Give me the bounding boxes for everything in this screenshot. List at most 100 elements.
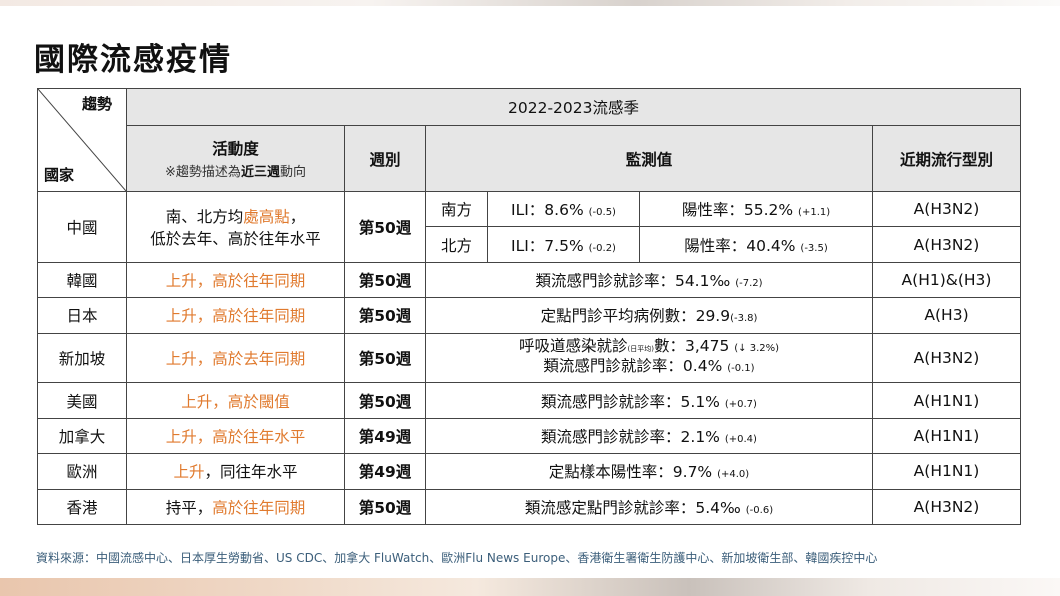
table-row-canada: 加拿大 上升，高於往年水平 第49週 類流感門診就診率：2.1% (+0.4) … (37, 417, 1022, 455)
activity-cell: 上升，高於往年水平 (126, 417, 345, 455)
surveillance-value: 定點樣本陽性率：9.7% (548, 463, 713, 482)
positivity-cell: 陽性率：40.4% (-3.5) (639, 226, 873, 263)
strain-cell: A(H1N1) (871, 453, 1022, 490)
activity-cell: 上升，高於去年同期 (126, 332, 345, 384)
sg-line2-change: (-0.1) (727, 363, 755, 375)
positivity-value: 陽性率：55.2% (681, 201, 794, 220)
header-country: 國家 (44, 166, 75, 184)
week-cell: 第50週 (344, 191, 426, 263)
table-row-usa: 美國 上升，高於閾值 第50週 類流感門診就診率：5.1% (+0.7) A(H… (37, 382, 1022, 419)
note-pre: ※趨勢描述為 (165, 165, 241, 181)
activity-highlight: 處高點 (243, 207, 290, 226)
corner-header: 趨勢 國家 (37, 88, 127, 192)
country-cell: 加拿大 (37, 417, 127, 455)
activity-line2: 低於去年、高於往年水平 (150, 229, 321, 248)
sg-line1-value: 數：3,475 (653, 337, 730, 356)
surveillance-change: (-3.8) (730, 313, 758, 325)
header-week: 週別 (344, 125, 426, 192)
ili-cell: ILI：8.6% (-0.5) (487, 190, 640, 228)
flu-table: 趨勢 國家 2022-2023流感季 活動度 ※趨勢描述為近三週動向 週別 監測… (37, 87, 1022, 526)
surveillance-change: (+0.7) (724, 398, 757, 410)
region-cell: 南方 (425, 190, 488, 228)
table-row-singapore: 新加坡 上升，高於去年同期 第50週 呼吸道感染就診(日平均)數：3,475 (… (37, 332, 1022, 384)
header-season: 2022-2023流感季 (125, 87, 1022, 127)
top-decor-band (0, 0, 1060, 6)
week-cell: 第50週 (344, 382, 426, 419)
country-cell: 香港 (37, 488, 127, 526)
table-row-china-north: 北方 ILI：7.5% (-0.2) 陽性率：40.4% (-3.5) A(H3… (38, 226, 1022, 263)
table-row-japan: 日本 上升，高於往年同期 第50週 定點門診平均病例數：29.9(-3.8) A… (37, 297, 1022, 334)
diagonal-line (38, 89, 126, 191)
activity-cell: 上升，高於往年同期 (126, 261, 345, 299)
week-cell: 第50週 (344, 488, 426, 526)
surveillance-cell: 呼吸道感染就診(日平均)數：3,475 (↓ 3.2%) 類流感門診就診率：0.… (425, 332, 873, 384)
week-cell: 第49週 (344, 417, 426, 455)
ili-cell: ILI：7.5% (-0.2) (487, 226, 640, 263)
surveillance-value: 類流感門診就診率：54.1‰ (535, 271, 731, 290)
note-bold: 近三週 (240, 165, 280, 181)
table-row-korea: 韓國 上升，高於往年同期 第50週 類流感門診就診率：54.1‰ (-7.2) … (37, 261, 1022, 299)
header-strain: 近期流行型別 (871, 125, 1022, 192)
week-cell: 第49週 (344, 453, 426, 490)
strain-cell: A(H1N1) (871, 382, 1022, 419)
activity-pre: 南、北方均 (165, 207, 244, 226)
surveillance-change: (+4.0) (717, 469, 750, 481)
week-cell: 第50週 (344, 332, 426, 384)
surveillance-value: 類流感門診就診率：5.1% (541, 392, 720, 411)
surveillance-change: (+0.4) (724, 434, 757, 445)
ili-value: ILI：8.6% (511, 201, 584, 220)
surveillance-cell: 定點樣本陽性率：9.7% (+4.0) (425, 453, 873, 490)
header-activity: 活動度 ※趨勢描述為近三週動向 (126, 125, 345, 192)
activity-highlight: 高於往年同期 (212, 498, 306, 517)
country-cell: 新加坡 (37, 332, 127, 384)
strain-cell: A(H3N2) (871, 332, 1022, 384)
bottom-decor-band (0, 578, 1060, 596)
table-row-europe: 歐洲 上升，同往年水平 第49週 定點樣本陽性率：9.7% (+4.0) A(H… (37, 453, 1022, 490)
sg-line1-tiny: (日平均) (627, 345, 654, 354)
strain-cell: A(H3N2) (871, 488, 1022, 526)
activity-highlight: 上升 (173, 463, 205, 482)
surveillance-value: 定點門診平均病例數：29.9 (540, 307, 731, 326)
week-cell: 第50週 (344, 261, 426, 299)
surveillance-cell: 類流感門診就診率：5.1% (+0.7) (425, 382, 873, 419)
country-cell: 日本 (37, 297, 127, 334)
country-cell: 美國 (37, 382, 127, 419)
surveillance-cell: 類流感門診就診率：54.1‰ (-7.2) (425, 261, 873, 299)
surveillance-cell: 定點門診平均病例數：29.9(-3.8) (425, 297, 873, 334)
ili-change: (-0.5) (588, 207, 616, 219)
surveillance-change: (-7.2) (735, 277, 763, 289)
surveillance-cell: 類流感門診就診率：2.1% (+0.4) (425, 417, 873, 455)
page-title: 國際流感疫情 (34, 42, 232, 78)
strain-cell: A(H3) (871, 297, 1022, 334)
sg-line2-value: 類流感門診就診率：0.4% (543, 357, 723, 376)
activity-cell: 上升，同往年水平 (126, 453, 345, 490)
activity-pre: 持平， (165, 498, 213, 517)
surveillance-value: 類流感定點門診就診率：5.4‰ (524, 498, 741, 517)
positivity-change: (-3.5) (800, 242, 828, 254)
header-surveillance: 監測值 (425, 125, 873, 192)
header-activity-note: ※趨勢描述為近三週動向 (131, 161, 340, 180)
surveillance-cell: 類流感定點門診就診率：5.4‰ (-0.6) (425, 488, 873, 526)
table-row-china: 中國 南、北方均處高點， 低於去年、高於往年水平 第50週 南方 ILI：8.6… (37, 190, 1022, 263)
region-cell: 北方 (425, 226, 488, 263)
sg-line1-pre: 呼吸道感染就診 (518, 337, 628, 356)
surveillance-change: (-0.6) (745, 504, 774, 516)
positivity-cell: 陽性率：55.2% (+1.1) (639, 190, 873, 228)
strain-cell: A(H3N2) (871, 190, 1022, 228)
activity-cell: 南、北方均處高點， 低於去年、高於往年水平 (126, 191, 345, 263)
country-cell: 中國 (37, 191, 127, 263)
activity-post: ， (289, 207, 306, 226)
activity-plain: ，同往年水平 (204, 463, 298, 482)
note-post: 動向 (279, 165, 306, 181)
header-activity-label: 活動度 (212, 140, 259, 159)
country-cell: 韓國 (37, 261, 127, 299)
activity-cell: 上升，高於往年同期 (126, 297, 345, 334)
activity-cell: 上升，高於閾值 (126, 382, 345, 419)
sg-line1-change: (↓ 3.2%) (734, 343, 780, 355)
week-cell: 第50週 (344, 297, 426, 334)
activity-cell: 持平，高於往年同期 (126, 488, 345, 526)
positivity-value: 陽性率：40.4% (684, 236, 796, 255)
table-row-hongkong: 香港 持平，高於往年同期 第50週 類流感定點門診就診率：5.4‰ (-0.6)… (37, 488, 1022, 526)
ili-value: ILI：7.5% (511, 236, 584, 255)
source-note: 資料來源：中國流感中心、日本厚生勞動省、US CDC、加拿大 FluWatch、… (36, 551, 878, 565)
